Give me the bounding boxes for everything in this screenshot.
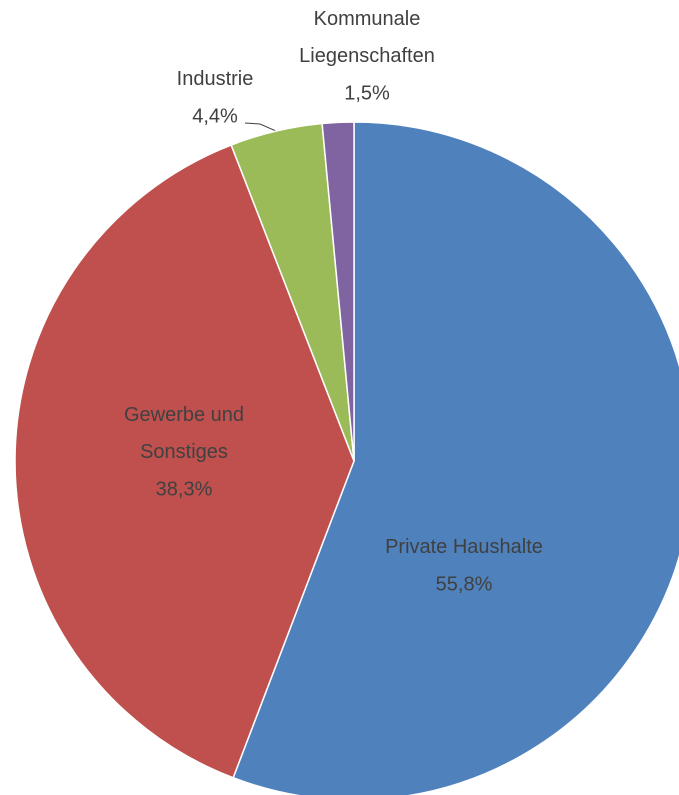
value-label: 4,4% (192, 105, 238, 127)
pie-slice (232, 121, 679, 795)
value-label: 1,5% (344, 82, 390, 104)
slice-label: Gewerbe und Sonstiges (124, 404, 244, 463)
slice-label: Private Haushalte (385, 536, 543, 558)
value-label: 55,8% (436, 573, 493, 595)
value-label: 38,3% (156, 478, 213, 500)
slice-label: Kommunale Liegenschaften (299, 8, 435, 67)
pie-slice (14, 144, 355, 779)
slice-label: Industrie (177, 68, 254, 90)
leader-line (244, 122, 277, 132)
pie-slice (321, 121, 355, 462)
